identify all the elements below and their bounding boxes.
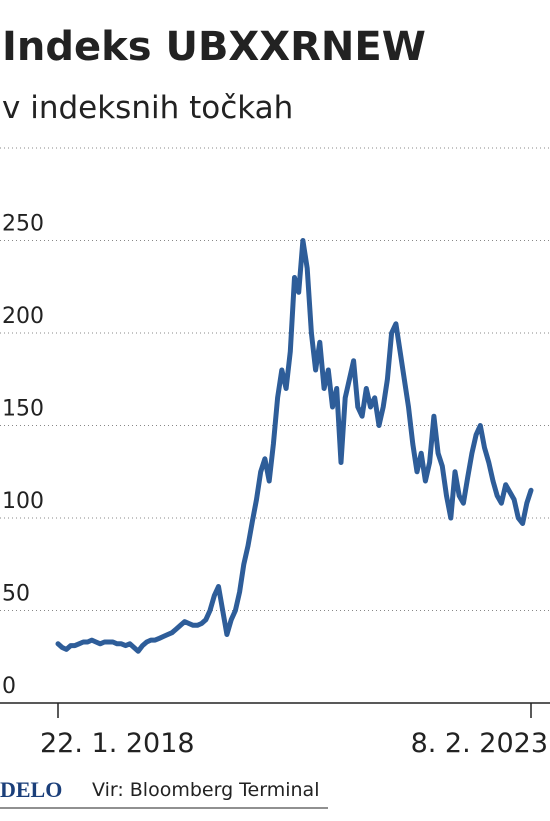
y-tick-label: 0 xyxy=(2,674,16,699)
y-tick-label: 50 xyxy=(2,582,30,607)
chart-subtitle: v indeksnih točkah xyxy=(2,90,293,126)
x-tick-label: 8. 2. 2023 xyxy=(411,728,548,759)
chart-title: Indeks UBXXRNEW xyxy=(2,24,426,70)
x-tick-label: 22. 1. 2018 xyxy=(40,728,195,759)
y-tick-label: 250 xyxy=(2,212,44,237)
logo: DELO xyxy=(0,777,62,802)
y-tick-label: 200 xyxy=(2,304,44,329)
source: Vir: Bloomberg Terminal xyxy=(92,779,319,801)
y-tick-label: 100 xyxy=(2,489,44,514)
y-tick-label: 150 xyxy=(2,397,44,422)
line xyxy=(55,238,534,654)
